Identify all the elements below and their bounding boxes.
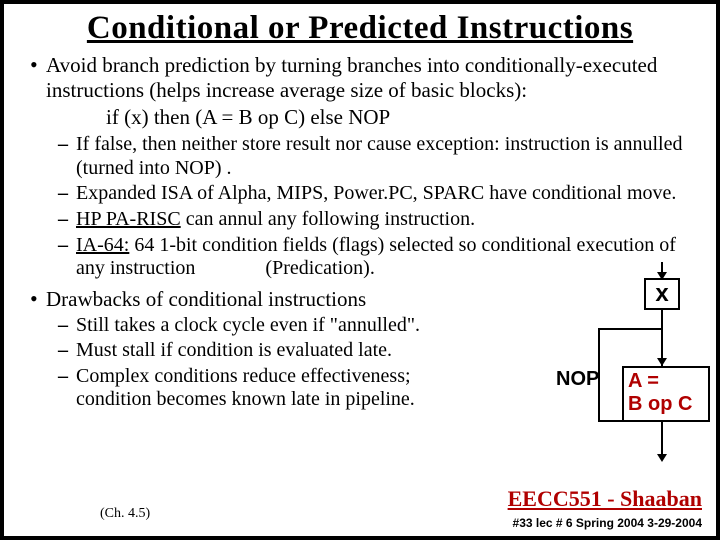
dash-icon: – xyxy=(58,182,76,206)
bullet-dot-icon: • xyxy=(28,287,46,312)
diagram-line xyxy=(661,422,663,440)
x-node: x xyxy=(644,278,680,310)
nop-label: NOP xyxy=(556,368,599,391)
dash-icon: – xyxy=(58,133,76,180)
drawback-item: –Complex conditions reduce effectiveness… xyxy=(58,365,488,412)
diagram-line xyxy=(598,328,663,330)
arrow-down-icon xyxy=(657,454,667,462)
slide: Conditional or Predicted Instructions • … xyxy=(0,0,720,540)
sub-bullet: –HP PA-RISC can annul any following inst… xyxy=(58,208,686,232)
dash-icon: – xyxy=(58,314,76,338)
drawback-text: Still takes a clock cycle even if "annul… xyxy=(76,314,488,338)
diagram-line xyxy=(598,420,663,422)
sub-bullet-text: If false, then neither store result nor … xyxy=(76,133,686,180)
dash-icon: – xyxy=(58,339,76,363)
a-node: A = B op C xyxy=(622,366,710,422)
code-line: if (x) then (A = B op C) else NOP xyxy=(28,105,686,130)
drawback-item: –Must stall if condition is evaluated la… xyxy=(58,339,488,363)
drawback-text: Complex conditions reduce effectiveness;… xyxy=(76,365,488,412)
drawback-item: –Still takes a clock cycle even if "annu… xyxy=(58,314,488,338)
dash-icon: – xyxy=(58,208,76,232)
sub-bullet: –Expanded ISA of Alpha, MIPS, Power.PC, … xyxy=(58,182,686,206)
chapter-ref: (Ch. 4.5) xyxy=(100,506,150,522)
diagram-line xyxy=(661,310,663,328)
intro-text: Avoid branch prediction by turning branc… xyxy=(46,53,686,103)
flow-diagram: x NOP A = B op C xyxy=(588,262,708,462)
drawback-text: Must stall if condition is evaluated lat… xyxy=(76,339,488,363)
a-line1: A = xyxy=(628,370,704,393)
a-line2: B op C xyxy=(628,393,704,416)
bullet-dot-icon: • xyxy=(28,53,46,103)
dash-icon: – xyxy=(58,365,76,412)
sub-bullet-text: Expanded ISA of Alpha, MIPS, Power.PC, S… xyxy=(76,182,686,206)
sub-bullet: –If false, then neither store result nor… xyxy=(58,133,686,180)
arrow-down-icon xyxy=(657,358,667,366)
sub-bullet-text: HP PA-RISC can annul any following instr… xyxy=(76,208,686,232)
footer-course: EECC551 - Shaaban xyxy=(508,486,702,512)
intro-bullet: • Avoid branch prediction by turning bra… xyxy=(28,53,686,103)
slide-title: Conditional or Predicted Instructions xyxy=(4,4,716,49)
dash-icon: – xyxy=(58,234,76,281)
footer-meta: #33 lec # 6 Spring 2004 3-29-2004 xyxy=(513,516,702,530)
